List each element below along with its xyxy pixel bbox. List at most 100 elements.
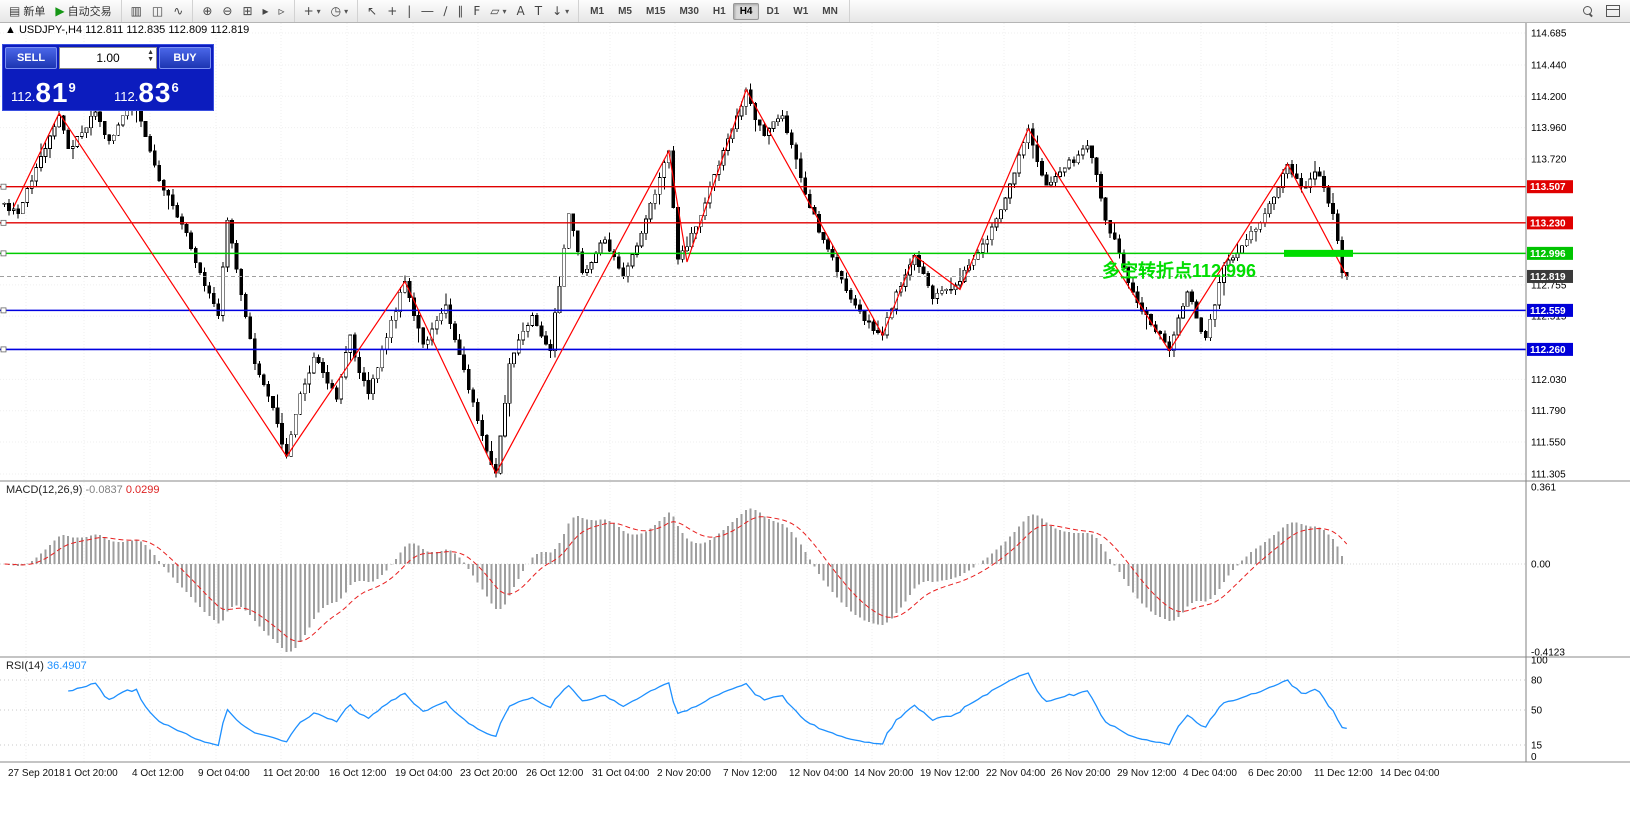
dropdown-caret-icon: ▾	[502, 6, 507, 16]
turning-point-annotation[interactable]: 多空转折点112.996	[1102, 260, 1256, 281]
price-tag-112.559	[1527, 303, 1573, 317]
chart-shift-button[interactable]: ▹	[274, 1, 290, 21]
zoom-out-icon: ⊖	[222, 4, 233, 18]
tile-windows-button[interactable]: ⊞	[237, 1, 257, 21]
sell-price[interactable]: 112. 81 9	[5, 79, 108, 107]
tile-windows-icon: ⊞	[242, 4, 253, 18]
price-tick-label: 112.755	[1531, 280, 1567, 291]
trendline-button[interactable]: ∕	[438, 1, 452, 21]
auto-scroll-button[interactable]: ▸	[258, 1, 274, 21]
zoom-in-button[interactable]: ⊕	[197, 1, 217, 21]
new-order-button[interactable]: ▤ 新单	[4, 1, 50, 21]
rsi-scale-label: 100	[1531, 656, 1548, 667]
chart-bars-button[interactable]: ▥	[126, 1, 147, 21]
fibonacci-icon: F	[473, 4, 481, 18]
highlight-segment[interactable]	[1284, 249, 1353, 257]
timeframe-group: M1 M5 M15 M30 H1 H4 D1 W1 MN	[579, 0, 850, 22]
timeframe-mn-button[interactable]: MN	[822, 5, 838, 17]
auto-trading-button-label: 自动交易	[67, 6, 112, 18]
timeframe-m1-button[interactable]: M1	[590, 5, 605, 17]
horizontal-line-button[interactable]: ―	[416, 1, 438, 21]
candles	[2, 83, 1349, 478]
line-anchor[interactable]	[0, 250, 7, 257]
vertical-line-icon: |	[407, 4, 412, 18]
price-tag-112.819	[1527, 269, 1573, 283]
timeframe-h1-button[interactable]: H1	[712, 5, 726, 17]
text-label-icon: T	[534, 4, 543, 18]
text-icon: A	[516, 4, 525, 18]
macd-label: MACD(12,26,9) -0.0837 0.0299	[6, 484, 160, 496]
chart-line-icon: ∿	[173, 4, 184, 18]
line-anchor[interactable]	[0, 183, 7, 190]
equidistant-channel-icon: ∥	[457, 4, 464, 18]
chart-candles-button[interactable]: ◫	[147, 1, 168, 21]
spinner-up-icon[interactable]: ▲	[147, 49, 154, 56]
time-label: 14 Nov 20:00	[854, 768, 914, 779]
time-label: 7 Nov 12:00	[723, 768, 777, 779]
main-toolbar: ▤ 新单 ▶ 自动交易 ▥ ◫ ∿ ⊕ ⊖ ⊞ ▸ ▹ + ▾ ◷ ▾ ↖ + | ― ∕ ∥ F ▱ ▾ A T ↓ ▾ M1 M5 M15…	[0, 0, 1630, 23]
timeframe-m30-button[interactable]: M30	[679, 5, 699, 17]
horizontal-line-icon: ―	[421, 4, 434, 18]
zigzag-line[interactable]	[13, 88, 1348, 475]
time-label: 27 Sep 2018	[8, 768, 65, 779]
time-label: 9 Oct 04:00	[198, 768, 250, 779]
trendline-icon: ∕	[443, 4, 448, 18]
data-window-icon[interactable]	[1606, 5, 1620, 17]
line-anchor[interactable]	[0, 307, 7, 314]
time-label: 11 Dec 12:00	[1314, 768, 1373, 779]
time-label: 19 Nov 12:00	[920, 768, 980, 779]
volume-spinner[interactable]: ▲ ▼	[147, 49, 154, 63]
search-icon[interactable]	[1583, 5, 1594, 17]
price-tag-112.996	[1527, 246, 1573, 260]
line-anchor[interactable]	[0, 219, 7, 226]
sell-price-big: 81	[35, 77, 69, 108]
time-label: 23 Oct 20:00	[460, 768, 518, 779]
fibonacci-button[interactable]: F	[468, 1, 485, 21]
spinner-down-icon[interactable]: ▼	[147, 56, 154, 63]
shapes-button[interactable]: ▱ ▾	[485, 1, 511, 21]
volume-input[interactable]: 1.00 ▲ ▼	[59, 47, 157, 69]
new-order-icon: ▤	[9, 4, 21, 18]
text-label-button[interactable]: T	[530, 1, 547, 21]
crosshair-button[interactable]: +	[382, 1, 402, 21]
buy-price-sup: 6	[171, 80, 179, 95]
price-tag-text: 112.996	[1530, 249, 1566, 260]
price-tick-label: 113.960	[1531, 123, 1567, 134]
macd-scale-label: -0.4123	[1531, 647, 1565, 658]
profiles-button[interactable]: ◷ ▾	[326, 1, 354, 21]
price-tag-113.230	[1527, 216, 1573, 230]
timeframe-m5-button[interactable]: M5	[618, 5, 632, 17]
timeframe-h4-button[interactable]: H4	[732, 2, 760, 20]
timeframe-w1-button[interactable]: W1	[793, 5, 809, 17]
text-button[interactable]: A	[512, 1, 530, 21]
chart-bars-icon: ▥	[130, 4, 142, 18]
buy-button[interactable]: BUY	[159, 47, 211, 69]
macd-scale-label: 0.00	[1531, 560, 1551, 571]
shapes-icon: ▱	[490, 4, 500, 18]
price-tick-label: 111.305	[1531, 470, 1566, 481]
dropdown-caret-icon: ▾	[565, 6, 570, 16]
time-label: 31 Oct 04:00	[592, 768, 650, 779]
arrows-button[interactable]: ↓ ▾	[547, 1, 574, 21]
auto-trading-button[interactable]: ▶ 自动交易	[50, 1, 116, 21]
sell-button[interactable]: SELL	[5, 47, 57, 69]
timeframe-d1-button[interactable]: D1	[766, 5, 780, 17]
macd-panel-area[interactable]	[0, 481, 1526, 657]
price-tag-text: 112.559	[1530, 306, 1566, 317]
vertical-line-button[interactable]: |	[402, 1, 416, 21]
cursor-icon: ↖	[367, 4, 378, 18]
timeframe-m15-button[interactable]: M15	[645, 5, 666, 17]
rsi-scale-label: 80	[1531, 676, 1543, 687]
price-tag-text: 112.260	[1530, 345, 1566, 356]
time-label: 26 Oct 12:00	[526, 768, 584, 779]
new-chart-button[interactable]: + ▾	[299, 1, 326, 21]
rsi-scale-label: 15	[1531, 741, 1543, 752]
chart-line-button[interactable]: ∿	[168, 1, 188, 21]
cursor-button[interactable]: ↖	[362, 1, 382, 21]
zoom-out-button[interactable]: ⊖	[217, 1, 237, 21]
buy-price[interactable]: 112. 83 6	[108, 79, 211, 107]
equidistant-channel-button[interactable]: ∥	[452, 1, 468, 21]
price-tick-label: 111.790	[1531, 406, 1566, 417]
line-anchor[interactable]	[0, 346, 7, 353]
